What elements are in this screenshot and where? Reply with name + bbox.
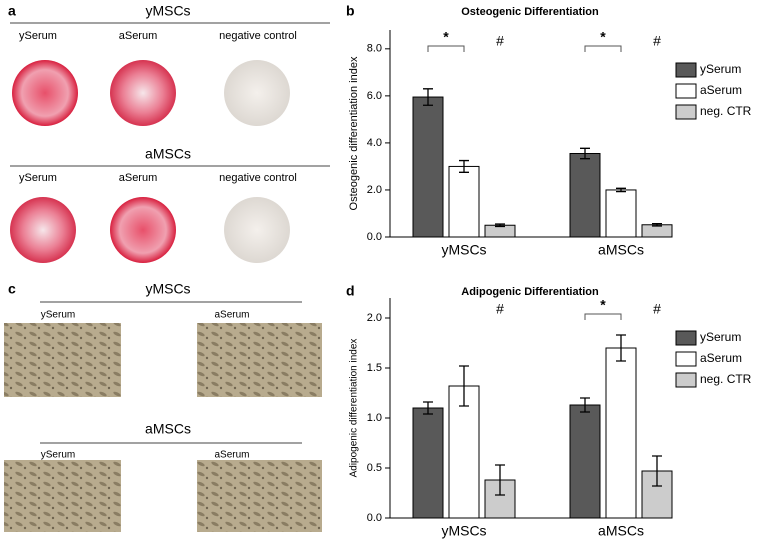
legend-label: ySerum (700, 330, 741, 344)
column-label: ySerum (19, 30, 57, 42)
column-label: aSerum (214, 310, 249, 321)
y-tick-label: 0.5 (367, 462, 382, 474)
bar (605, 189, 637, 238)
significance-mark: # (496, 301, 504, 317)
error-bar (423, 88, 433, 106)
significance-mark: * (600, 297, 606, 313)
column-label: aSerum (119, 30, 158, 42)
bar (448, 165, 480, 238)
bar (412, 407, 444, 519)
x-tick-label: yMSCs (441, 242, 486, 258)
panel-label: d (346, 283, 355, 299)
x-tick-label: aMSCs (598, 523, 644, 539)
legend-label: neg. CTR (700, 104, 752, 118)
bar (412, 96, 444, 238)
micrograph (197, 460, 322, 532)
panel-label: b (346, 3, 355, 19)
y-tick-label: 6.0 (367, 90, 382, 102)
significance-mark: # (653, 301, 661, 317)
bar (569, 404, 601, 519)
error-bar (459, 159, 469, 173)
chart-title: Adipogenic Differentiation (461, 286, 599, 298)
group-title: yMSCs (145, 281, 190, 297)
error-bar (495, 223, 505, 228)
panel-c: c yMSCs ySerum aSerum aMSCs ySerum aSeru… (4, 281, 322, 532)
y-tick-label: 2.0 (367, 184, 382, 196)
group-title: aMSCs (145, 146, 191, 162)
legend-swatch (675, 104, 697, 120)
stain-well (110, 197, 176, 263)
y-tick-label: 8.0 (367, 43, 382, 55)
panel-a: a yMSCs ySerum aSerum negative control a… (8, 3, 330, 263)
error-bar (580, 397, 590, 413)
micrograph (4, 323, 121, 397)
significance-mark: # (496, 33, 504, 49)
error-bar (616, 187, 626, 193)
group-title: yMSCs (145, 3, 190, 19)
bar (605, 347, 637, 519)
significance-mark: # (653, 33, 661, 49)
column-label: aSerum (119, 172, 158, 184)
legend-swatch (675, 372, 697, 388)
error-bar (423, 401, 433, 415)
chart-title: Osteogenic Differentiation (461, 6, 599, 18)
y-tick-label: 1.5 (367, 362, 382, 374)
y-tick-label: 4.0 (367, 137, 382, 149)
stain-well (110, 60, 176, 126)
y-tick-label: 2.0 (367, 312, 382, 324)
column-label: ySerum (41, 450, 75, 461)
legend-swatch (675, 62, 697, 78)
error-bar (495, 464, 505, 496)
legend-swatch (675, 351, 697, 367)
column-label: negative control (219, 172, 297, 184)
micrograph (4, 460, 121, 532)
panel-label: a (8, 3, 16, 19)
legend-label: ySerum (700, 62, 741, 76)
stain-well (224, 60, 290, 126)
error-bar (459, 365, 469, 407)
stain-well (224, 197, 290, 263)
group-title: aMSCs (145, 421, 191, 437)
bar (641, 224, 673, 238)
significance-bracket (584, 45, 622, 52)
y-axis-label: Adipogenic differentiation index (349, 339, 360, 478)
x-tick-label: aMSCs (598, 242, 644, 258)
error-bar (580, 147, 590, 160)
stain-well (10, 197, 76, 263)
column-label: ySerum (41, 310, 75, 321)
error-bar (616, 334, 626, 362)
bar (569, 152, 601, 238)
column-label: ySerum (19, 172, 57, 184)
significance-mark: * (443, 29, 449, 45)
error-bar (652, 455, 662, 487)
y-tick-label: 0.0 (367, 231, 382, 243)
panel-label: c (8, 281, 16, 297)
significance-mark: * (600, 29, 606, 45)
column-label: negative control (219, 30, 297, 42)
legend-label: neg. CTR (700, 372, 752, 386)
legend-swatch (675, 83, 697, 99)
legend-label: aSerum (700, 351, 742, 365)
legend-swatch (675, 330, 697, 346)
micrograph (197, 323, 322, 397)
y-tick-label: 0.0 (367, 512, 382, 524)
significance-bracket (427, 45, 465, 52)
column-label: aSerum (214, 450, 249, 461)
y-tick-label: 1.0 (367, 412, 382, 424)
error-bar (652, 222, 662, 227)
stain-well (12, 60, 78, 126)
bar (448, 385, 480, 519)
legend-label: aSerum (700, 83, 742, 97)
y-axis-label: Osteogenic differentiation index (348, 56, 360, 210)
significance-bracket (584, 313, 622, 320)
x-tick-label: yMSCs (441, 523, 486, 539)
